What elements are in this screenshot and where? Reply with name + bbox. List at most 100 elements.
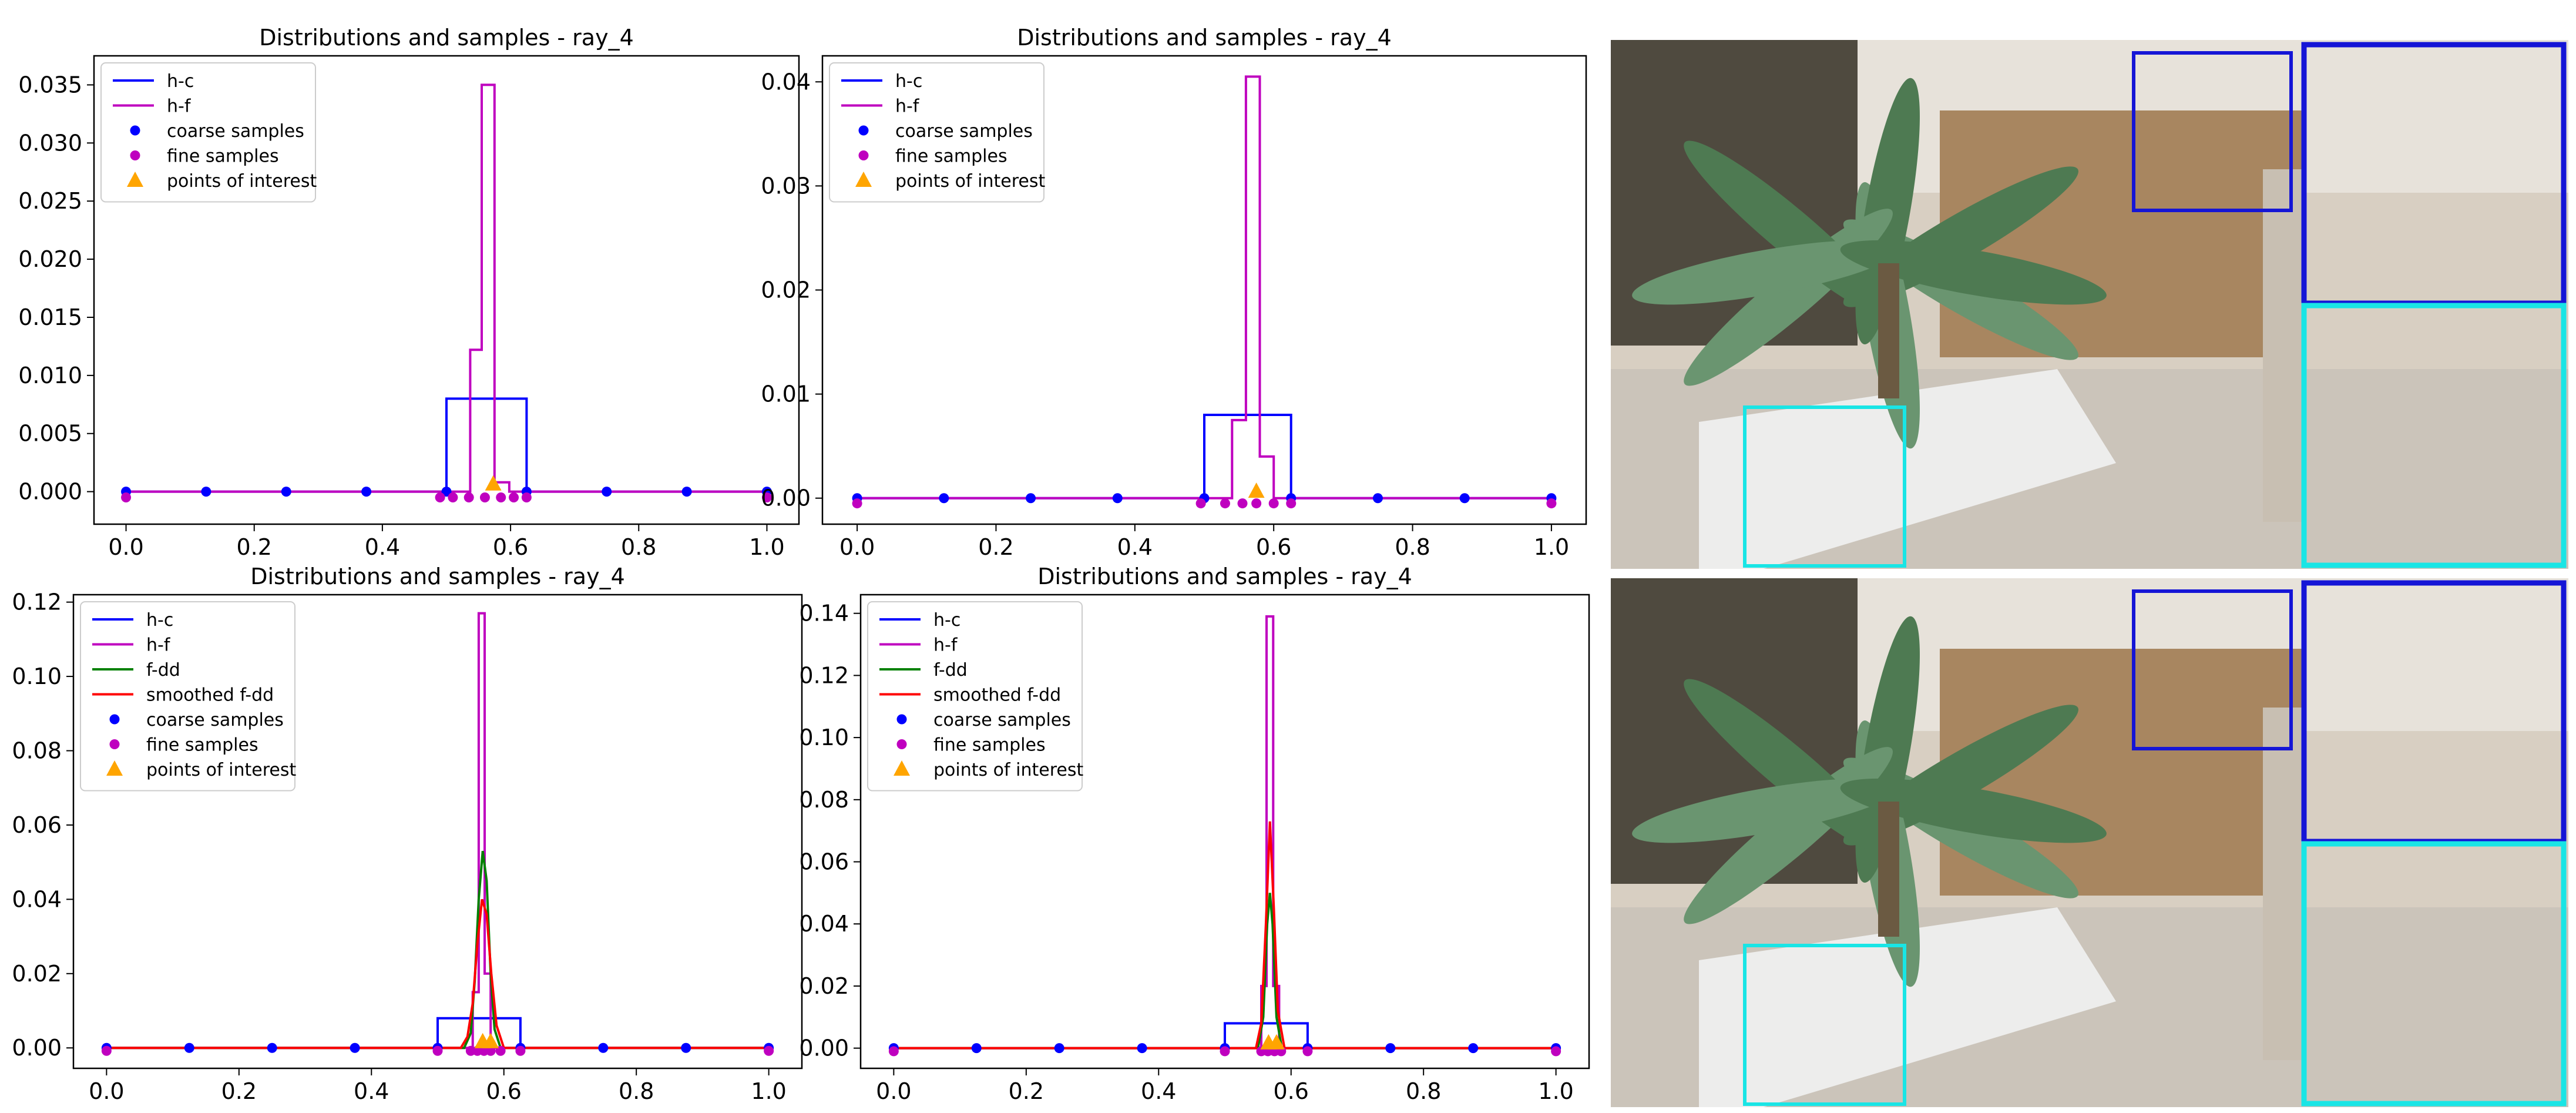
- point-coarse-samples: [441, 487, 452, 497]
- chart-title: Distributions and samples - ray_4: [1017, 25, 1392, 51]
- y-tick-label: 0.02: [761, 277, 811, 303]
- legend-marker: [858, 150, 869, 160]
- x-tick-label: 0.8: [619, 1078, 654, 1104]
- series-line-h-f: [126, 83, 767, 493]
- point-fine-samples: [764, 1045, 774, 1056]
- legend-label: points of interest: [933, 760, 1083, 780]
- legend: h-c h-f f-dd smoothed f-dd coarse samples fin…: [867, 601, 1083, 792]
- x-tick-label: 0.0: [89, 1078, 124, 1104]
- palm-frond: [1632, 778, 1899, 843]
- plot-area: [121, 83, 772, 503]
- photo-scene: [1611, 40, 2568, 569]
- axes-frame: [821, 55, 1587, 525]
- point-coarse-samples: [681, 487, 692, 497]
- point-coarse-samples: [1468, 1043, 1479, 1054]
- comparison-photo-panel: [1611, 40, 2568, 1107]
- point-of-interest-marker: [1268, 1034, 1285, 1050]
- point-coarse-samples: [350, 1042, 360, 1053]
- chart-4: Distributions and samples - ray_4 0.0 0.2 0…: [799, 564, 1590, 1104]
- legend-label: h-c: [167, 71, 194, 92]
- point-coarse-samples: [1026, 493, 1036, 504]
- chart-title: Distributions and samples - ray_4: [259, 25, 634, 51]
- x-tick-label: 0.2: [237, 534, 272, 560]
- y-tick-label: 0.01: [761, 381, 811, 407]
- series-line-h-f: [857, 75, 1551, 499]
- y-tick-label: 0.010: [18, 363, 82, 388]
- y-tick-label: 0.00: [799, 1035, 849, 1061]
- point-fine-samples: [1286, 498, 1297, 509]
- x-tick-label: 0.0: [839, 534, 875, 560]
- point-coarse-samples: [598, 1042, 609, 1053]
- point-coarse-samples: [1372, 493, 1383, 504]
- legend: h-c h-f coarse samples fine samples points o…: [829, 62, 1045, 203]
- x-tick-label: 0.4: [354, 1078, 389, 1104]
- point-fine-samples: [496, 492, 506, 503]
- x-tick-label: 0.8: [1395, 534, 1430, 560]
- legend-marker: [106, 760, 123, 776]
- x-tick-label: 0.6: [493, 534, 528, 560]
- chart-3: Distributions and samples - ray_4 0.0 0.2 0…: [12, 564, 803, 1104]
- legend-label: h-c: [895, 71, 922, 92]
- y-tick-label: 0.000: [18, 479, 82, 505]
- point-coarse-samples: [939, 493, 949, 504]
- x-tick-label: 0.4: [1141, 1078, 1176, 1104]
- point-coarse-samples: [1459, 493, 1470, 504]
- legend-label: h-c: [933, 610, 960, 631]
- pillar: [2263, 708, 2304, 1060]
- cyan-highlight-box: [1743, 405, 1906, 568]
- point-fine-samples: [509, 492, 519, 503]
- x-tick-label: 1.0: [751, 1078, 786, 1104]
- legend-label: h-f: [895, 96, 920, 117]
- point-coarse-samples: [681, 1042, 691, 1053]
- point-fine-samples: [1220, 498, 1230, 509]
- series-line-h-c: [857, 414, 1551, 499]
- cyan-highlight-box: [2301, 841, 2567, 1107]
- y-tick-label: 0.015: [18, 304, 82, 330]
- x-tick-label: 1.0: [749, 534, 784, 560]
- series-line-f-dd: [894, 893, 1556, 1050]
- y-tick-label: 0.02: [799, 973, 849, 999]
- legend-label: h-c: [146, 610, 173, 631]
- point-fine-samples: [1551, 1046, 1561, 1057]
- point-of-interest-marker: [482, 1032, 499, 1048]
- point-coarse-samples: [281, 487, 291, 497]
- legend-label: f-dd: [146, 660, 180, 680]
- point-fine-samples: [435, 492, 445, 503]
- series-line-smoothed-f-dd: [106, 899, 769, 1050]
- y-tick-label: 0.020: [18, 246, 82, 272]
- point-fine-samples: [1302, 1046, 1313, 1057]
- point-fine-samples: [495, 1045, 506, 1056]
- x-tick-label: 0.4: [365, 534, 400, 560]
- cyan-highlight-box: [2301, 303, 2567, 568]
- legend-marker: [109, 714, 120, 725]
- point-coarse-samples: [1137, 1043, 1147, 1054]
- legend-label: points of interest: [146, 760, 296, 780]
- legend-label: coarse samples: [146, 710, 284, 730]
- point-coarse-samples: [1385, 1043, 1396, 1054]
- palm-frond: [1632, 240, 1899, 305]
- legend-box: [867, 601, 1083, 792]
- point-coarse-samples: [184, 1042, 194, 1053]
- palm-trunk: [1878, 263, 1899, 398]
- legend-box: [80, 601, 295, 792]
- point-fine-samples: [888, 1046, 899, 1057]
- point-coarse-samples: [267, 1042, 277, 1053]
- x-tick-label: 1.0: [1534, 534, 1569, 560]
- point-coarse-samples: [1054, 1043, 1064, 1054]
- x-tick-label: 0.2: [978, 534, 1013, 560]
- series-line-h-c: [126, 397, 767, 493]
- point-fine-samples: [521, 492, 532, 503]
- chart-title: Distributions and samples - ray_4: [1037, 564, 1412, 589]
- point-fine-samples: [515, 1045, 526, 1056]
- legend-marker: [896, 739, 907, 749]
- point-coarse-samples: [1112, 493, 1123, 504]
- y-tick-label: 0.04: [761, 69, 811, 95]
- point-fine-samples: [101, 1045, 112, 1056]
- y-tick-label: 0.005: [18, 421, 82, 447]
- x-tick-label: 0.8: [621, 534, 656, 560]
- y-tick-label: 0.10: [799, 725, 849, 750]
- x-tick-label: 1.0: [1538, 1078, 1573, 1104]
- legend-label: coarse samples: [895, 121, 1033, 142]
- legend: h-c h-f coarse samples fine samples points o…: [100, 62, 317, 203]
